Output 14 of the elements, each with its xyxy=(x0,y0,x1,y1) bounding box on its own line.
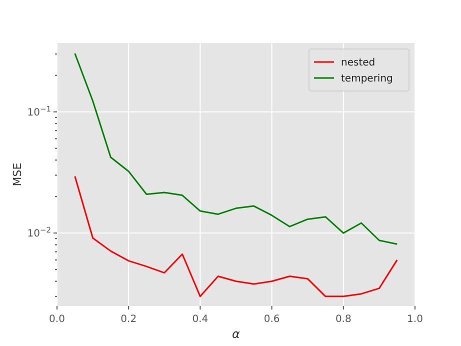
legend-label: nested xyxy=(341,58,376,68)
x-tick-label: 1.0 xyxy=(407,314,423,325)
x-tick-label: 0.2 xyxy=(120,314,137,325)
legend-label: tempering xyxy=(341,74,393,84)
x-axis-title: α xyxy=(232,327,240,341)
y-tick-label: 10$^{−2}$ xyxy=(27,225,52,240)
x-tick-label: 0.6 xyxy=(264,314,280,325)
x-tick-label: 0.4 xyxy=(192,314,208,325)
line-series xyxy=(74,52,398,245)
x-tick-label: 0.0 xyxy=(49,314,65,325)
line-series xyxy=(74,176,398,298)
y-axis-title: MSE xyxy=(11,162,24,186)
y-tick-label: 10$^{−1}$ xyxy=(27,104,52,118)
x-tick-label: 0.8 xyxy=(335,314,352,325)
